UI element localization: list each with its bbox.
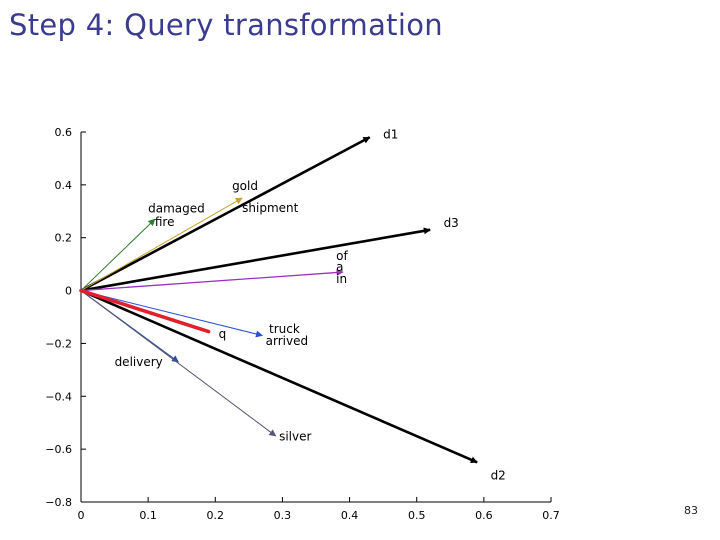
x-tick-label: 0.7 [542,509,560,522]
vector-gold-shipment [80,197,243,292]
y-tick-label: −0.8 [45,496,72,509]
vector-label: fire [155,215,175,229]
x-tick-label: 0.2 [207,509,225,522]
axes: 0 0.1 0.2 0.3 0.4 0.5 0.6 0.7 0.6 0.4 0.2 0 −0.2 −0.4… [45,126,559,522]
vector-label: q [219,327,227,341]
vector-label: d1 [383,128,398,142]
x-tick-label: 0.6 [475,509,493,522]
vector-label: of [336,249,348,263]
vector-label: truck [269,322,300,336]
y-tick-label: −0.6 [45,443,72,456]
vector-label: arrived [266,334,308,348]
vector-q [79,288,211,334]
y-tick-label: −0.2 [45,337,72,350]
y-tick-label: 0.2 [55,232,73,245]
vector-d3 [80,227,431,292]
vector-label: a [336,260,343,274]
vector-label: damaged [148,202,205,216]
vector-of-a-in [80,269,344,292]
x-tick-label: 0.3 [274,509,292,522]
y-tick-label: 0.6 [55,126,73,139]
vector-label: delivery [115,355,163,369]
vector-label: d2 [491,469,506,483]
vector-label: gold [232,179,258,193]
x-tick-label: 0 [78,509,85,522]
vector-label: silver [279,430,311,444]
page-number: 83 [684,504,698,517]
x-tick-label: 0.4 [341,509,359,522]
y-tick-label: 0.4 [55,179,73,192]
vector-d2 [80,289,478,464]
vector-label: in [336,272,347,286]
x-tick-label: 0.5 [408,509,426,522]
vector-label: d3 [444,216,459,230]
vector-d1 [80,136,371,292]
x-tick-label: 0.1 [139,509,157,522]
vector-label: shipment [242,201,298,215]
y-tick-label: 0 [65,285,72,298]
vector-damaged-fire [80,218,156,291]
y-tick-label: −0.4 [45,390,72,403]
slide-title: Step 4: Query transformation [9,8,443,42]
vector-silver [80,290,277,437]
vector-truck-arrived [80,290,263,338]
vectors [79,136,478,464]
